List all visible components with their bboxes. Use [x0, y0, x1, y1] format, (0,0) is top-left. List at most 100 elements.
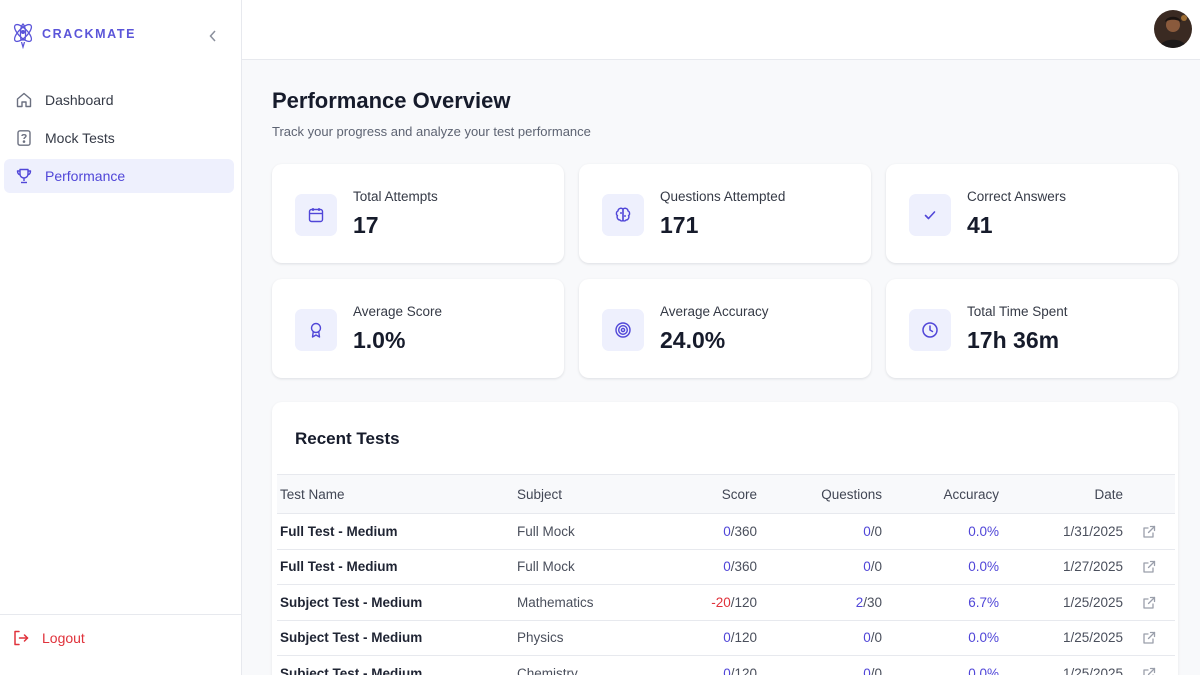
score-total: /360: [730, 559, 757, 575]
table-row[interactable]: Subject Test - Medium Chemistry 0/120 0/…: [277, 656, 1175, 675]
date-cell: 1/25/2025: [1062, 594, 1123, 610]
sidebar-nav: Dashboard Mock Tests Performance: [4, 83, 234, 197]
page-title: Performance Overview: [272, 88, 511, 113]
action-cell: [1123, 585, 1175, 621]
questions-cell: 0/0: [757, 549, 882, 585]
sidebar-item-performance[interactable]: Performance: [4, 159, 234, 193]
table-row[interactable]: Subject Test - Medium Physics 0/120 0/0 …: [277, 620, 1175, 656]
clock-icon: [922, 322, 938, 338]
questions-value: 0: [863, 523, 871, 539]
accuracy-cell: 0.0%: [968, 665, 999, 675]
accuracy-cell: 0.0%: [968, 630, 999, 646]
date-cell: 1/25/2025: [1062, 630, 1123, 646]
score-total: /120: [730, 594, 757, 610]
subject-cell: Full Mock: [517, 523, 575, 539]
stat-label: Correct Answers: [967, 189, 1067, 204]
column-header-test-name: Test Name: [280, 486, 345, 502]
sidebar: CRACKMATE Dashboard Mock Tests Performan…: [0, 0, 242, 675]
accuracy-cell: 0.0%: [968, 523, 999, 539]
table-row[interactable]: Full Test - Medium Full Mock 0/360 0/0 0…: [277, 514, 1175, 550]
score-cell: 0/360: [667, 514, 757, 550]
logout-button[interactable]: Logout: [12, 629, 85, 647]
external-link-icon[interactable]: [1142, 560, 1156, 574]
test-name-cell: Subject Test - Medium: [280, 594, 423, 610]
questions-value: 0: [863, 665, 871, 675]
questions-total: /0: [870, 665, 882, 675]
brand[interactable]: CRACKMATE: [10, 14, 136, 54]
stat-icon-box: [909, 309, 951, 351]
score-cell: -20/120: [667, 585, 757, 621]
stat-card-average-accuracy: Average Accuracy 24.0%: [579, 279, 871, 378]
sidebar-item-mock-tests[interactable]: Mock Tests: [4, 121, 234, 155]
score-value: 0: [723, 523, 731, 539]
collapse-sidebar-button[interactable]: [203, 26, 223, 46]
stat-icon-box: [909, 194, 951, 236]
action-cell: [1123, 620, 1175, 656]
sidebar-item-label: Dashboard: [45, 92, 114, 108]
column-header-score: Score: [721, 486, 757, 502]
subject-cell: Mathematics: [517, 594, 594, 610]
table-row[interactable]: Full Test - Medium Full Mock 0/360 0/0 0…: [277, 549, 1175, 585]
sidebar-item-label: Performance: [45, 168, 126, 184]
external-link-icon[interactable]: [1142, 525, 1156, 539]
score-cell: 0/360: [667, 549, 757, 585]
questions-cell: 2/30: [757, 585, 882, 621]
score-value: -20: [711, 594, 731, 610]
column-header-subject: Subject: [517, 486, 563, 502]
brand-name: CRACKMATE: [42, 27, 137, 41]
sidebar-item-dashboard[interactable]: Dashboard: [4, 83, 234, 117]
questions-value: 2: [855, 594, 864, 610]
sidebar-divider: [0, 614, 241, 615]
questions-total: /0: [870, 630, 882, 646]
stat-value: 41: [967, 212, 993, 238]
stat-icon-box: [295, 194, 337, 236]
date-cell: 1/31/2025: [1062, 523, 1123, 539]
score-value: 0: [723, 665, 731, 675]
stat-card-average-score: Average Score 1.0%: [272, 279, 564, 378]
table-header-row: Test Name Subject Score Questions Accura…: [277, 474, 1175, 514]
target-icon: [615, 322, 631, 338]
stat-label: Average Accuracy: [660, 304, 769, 319]
column-header-actions: [1123, 475, 1175, 514]
score-cell: 0/120: [667, 620, 757, 656]
stat-card-total-time-spent: Total Time Spent 17h 36m: [886, 279, 1178, 378]
stat-label: Average Score: [353, 304, 443, 319]
subject-cell: Chemistry: [517, 665, 578, 675]
question-icon: [17, 130, 31, 146]
external-link-icon[interactable]: [1142, 667, 1156, 675]
subject-cell: Physics: [517, 630, 564, 646]
test-name-cell: Full Test - Medium: [280, 523, 398, 539]
stat-icon-box: [602, 309, 644, 351]
rocket-atom-logo-icon: [13, 23, 33, 50]
user-avatar[interactable]: [1154, 10, 1192, 48]
questions-total: /0: [870, 559, 882, 575]
stat-value: 17h 36m: [967, 327, 1060, 353]
stat-icon-box: [295, 309, 337, 351]
home-icon: [16, 92, 32, 108]
trophy-icon: [16, 168, 32, 184]
logout-icon: [14, 630, 29, 646]
date-cell: 1/25/2025: [1062, 665, 1123, 675]
questions-total: /0: [870, 523, 882, 539]
questions-cell: 0/0: [757, 656, 882, 675]
check-icon: [924, 211, 936, 220]
column-header-questions: Questions: [821, 486, 882, 502]
recent-tests-table: Test Name Subject Score Questions Accura…: [277, 474, 1175, 675]
brain-icon: [615, 207, 631, 222]
action-cell: [1123, 656, 1175, 675]
table-row[interactable]: Subject Test - Medium Mathematics -20/12…: [277, 585, 1175, 621]
questions-cell: 0/0: [757, 620, 882, 656]
avatar-photo-icon: [1154, 10, 1192, 48]
calendar-icon: [308, 208, 324, 223]
external-link-icon[interactable]: [1142, 631, 1156, 645]
test-name-cell: Subject Test - Medium: [280, 630, 423, 646]
score-value: 0: [723, 559, 731, 575]
sidebar-item-label: Mock Tests: [45, 130, 115, 146]
accuracy-cell: 6.7%: [968, 594, 999, 610]
score-total: /120: [730, 665, 757, 675]
questions-value: 0: [863, 630, 871, 646]
stat-label: Total Attempts: [353, 189, 438, 204]
questions-total: /30: [863, 594, 882, 610]
recent-tests-title: Recent Tests: [295, 429, 400, 448]
external-link-icon[interactable]: [1142, 596, 1156, 610]
